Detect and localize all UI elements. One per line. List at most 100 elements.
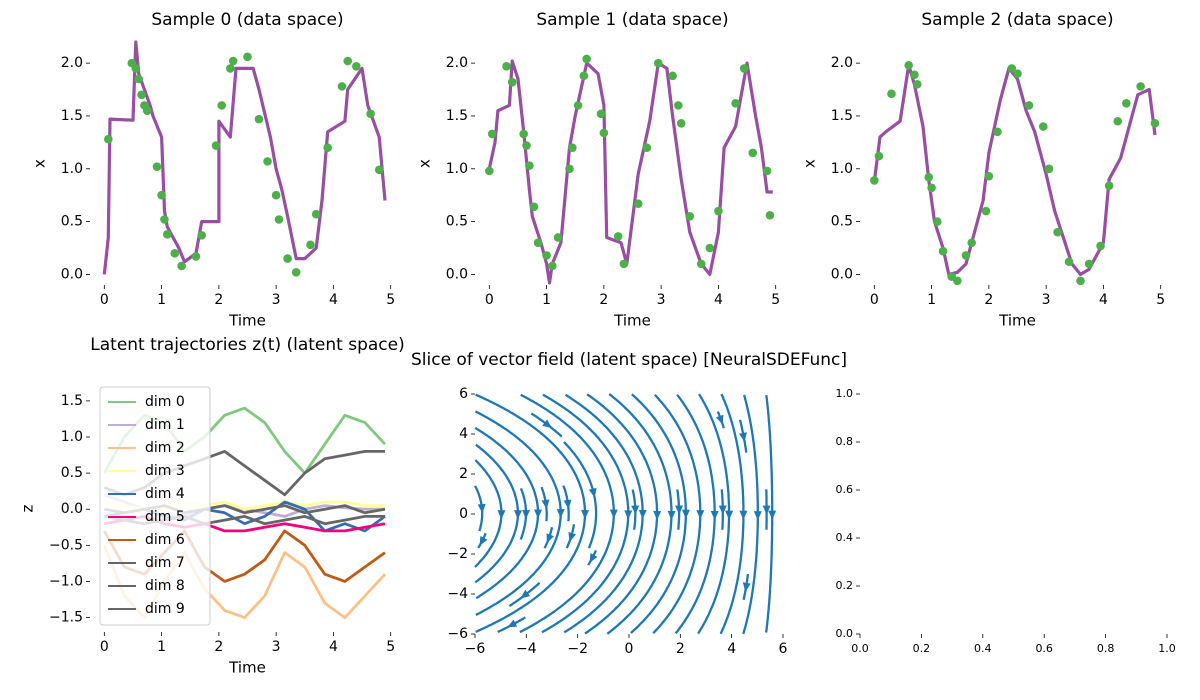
y-tick-label: 0.0 bbox=[446, 266, 468, 282]
y-tick-label: 1.0 bbox=[831, 161, 853, 177]
scatter-point bbox=[731, 98, 740, 108]
legend-label: dim 9 bbox=[145, 601, 185, 617]
x-tick-label: 5 bbox=[386, 639, 395, 655]
stream-arrow bbox=[638, 509, 647, 519]
y-tick-label: 1.5 bbox=[61, 393, 83, 409]
y-tick-label: 4 bbox=[459, 426, 468, 442]
scatter-point bbox=[131, 64, 141, 73]
scatter-point bbox=[714, 206, 723, 216]
line bbox=[487, 59, 773, 285]
x-tick-label: 5 bbox=[1156, 292, 1165, 308]
scatter-point bbox=[542, 251, 551, 260]
x-tick-label: 4 bbox=[329, 292, 338, 308]
stream-arrow bbox=[718, 505, 727, 515]
scatter-point bbox=[311, 209, 321, 219]
streamline bbox=[474, 459, 503, 568]
line bbox=[102, 40, 387, 275]
scatter-point bbox=[366, 109, 375, 119]
panel-title: Latent trajectories z(t) (latent space) bbox=[90, 335, 404, 355]
x-tick-label: 3 bbox=[657, 292, 666, 308]
scatter-point bbox=[522, 141, 531, 150]
x-tick-label: 0.2 bbox=[913, 642, 931, 655]
stream-arrow bbox=[507, 619, 518, 628]
scatter-point bbox=[1064, 257, 1074, 267]
scatter-point bbox=[1150, 119, 1160, 128]
scatter-point bbox=[134, 74, 143, 84]
x-axis-label: Time bbox=[998, 312, 1036, 330]
scatter-point bbox=[599, 128, 609, 138]
legend-label: dim 4 bbox=[145, 486, 185, 502]
stream-arrow bbox=[753, 511, 762, 521]
y-tick-label: 0 bbox=[459, 506, 468, 522]
scatter-point bbox=[1013, 69, 1022, 78]
scatter-point bbox=[1084, 259, 1094, 269]
x-tick-label: 2 bbox=[984, 292, 993, 308]
scatter-point bbox=[352, 62, 361, 71]
y-axis-label: x bbox=[416, 159, 434, 168]
scatter-point bbox=[579, 71, 589, 81]
scatter-point bbox=[1053, 227, 1062, 237]
x-tick-label: −4 bbox=[516, 641, 537, 657]
scatter-point bbox=[553, 233, 563, 242]
y-tick-label: −1.5 bbox=[49, 610, 83, 626]
scatter-point bbox=[953, 276, 962, 286]
x-tick-label: 0 bbox=[100, 292, 109, 308]
scatter-point bbox=[254, 114, 264, 124]
scatter-point bbox=[912, 79, 922, 89]
scatter-point bbox=[676, 119, 686, 128]
stream-arrow bbox=[546, 533, 554, 544]
legend-label: dim 5 bbox=[145, 509, 185, 525]
y-tick-label: 0.4 bbox=[836, 531, 854, 544]
panel-title: Sample 1 (data space) bbox=[536, 10, 728, 30]
stream-arrow bbox=[696, 510, 705, 520]
stream-arrow bbox=[542, 419, 552, 429]
stream-arrow bbox=[520, 589, 531, 599]
scatter-point bbox=[904, 60, 913, 70]
x-tick-label: 3 bbox=[1042, 292, 1051, 308]
scatter-point bbox=[565, 164, 574, 174]
streamline bbox=[563, 393, 644, 634]
scatter-point bbox=[525, 161, 534, 170]
scatter-point bbox=[263, 157, 272, 166]
scatter-point bbox=[487, 129, 497, 139]
scatter-point bbox=[142, 106, 152, 115]
y-tick-label: 0.0 bbox=[61, 266, 83, 282]
stream-arrow bbox=[675, 505, 684, 515]
legend: dim 0 dim 1 dim 2 dim 3 dim 4 dim 5 dim 6 dim 7… bbox=[99, 386, 211, 626]
x-tick-label: 3 bbox=[272, 639, 281, 655]
scatter-point bbox=[910, 70, 919, 80]
scatter-point bbox=[211, 141, 221, 150]
y-tick-label: 1.0 bbox=[446, 161, 468, 177]
scatter-point bbox=[533, 238, 543, 248]
scatter-point bbox=[1122, 98, 1131, 108]
stream-arrow bbox=[715, 414, 724, 425]
stream-arrow bbox=[768, 510, 777, 520]
x-tick-label: 4 bbox=[1099, 292, 1108, 308]
scatter-point bbox=[191, 252, 201, 261]
panel-title: Sample 2 (data space) bbox=[921, 10, 1113, 30]
scatter-point bbox=[927, 183, 936, 193]
scatter-point bbox=[961, 251, 971, 260]
x-tick-label: 4 bbox=[727, 641, 736, 657]
scatter-point bbox=[1104, 181, 1114, 190]
x-axis-label: Time bbox=[228, 312, 266, 330]
x-axis-label: Time bbox=[228, 659, 266, 677]
x-tick-label: −2 bbox=[567, 641, 588, 657]
stream-arrow bbox=[568, 532, 577, 542]
y-tick-label: 0.5 bbox=[61, 465, 83, 481]
scatter-point bbox=[177, 261, 186, 271]
stream-arrow bbox=[497, 510, 506, 520]
x-tick-label: 5 bbox=[771, 292, 780, 308]
y-tick-label: 1.5 bbox=[446, 108, 468, 124]
y-tick-label: 6 bbox=[459, 386, 468, 402]
scatter-point bbox=[1136, 82, 1145, 91]
y-tick-label: 0.0 bbox=[831, 266, 853, 282]
scatter-point bbox=[228, 56, 238, 66]
x-tick-label: 6 bbox=[779, 641, 788, 657]
stream-arrow bbox=[522, 509, 531, 519]
scatter-point bbox=[762, 166, 772, 176]
y-axis-label: x bbox=[801, 159, 819, 168]
x-tick-label: 2 bbox=[676, 641, 685, 657]
scatter-point bbox=[642, 143, 652, 152]
stream-arrow bbox=[514, 510, 523, 520]
